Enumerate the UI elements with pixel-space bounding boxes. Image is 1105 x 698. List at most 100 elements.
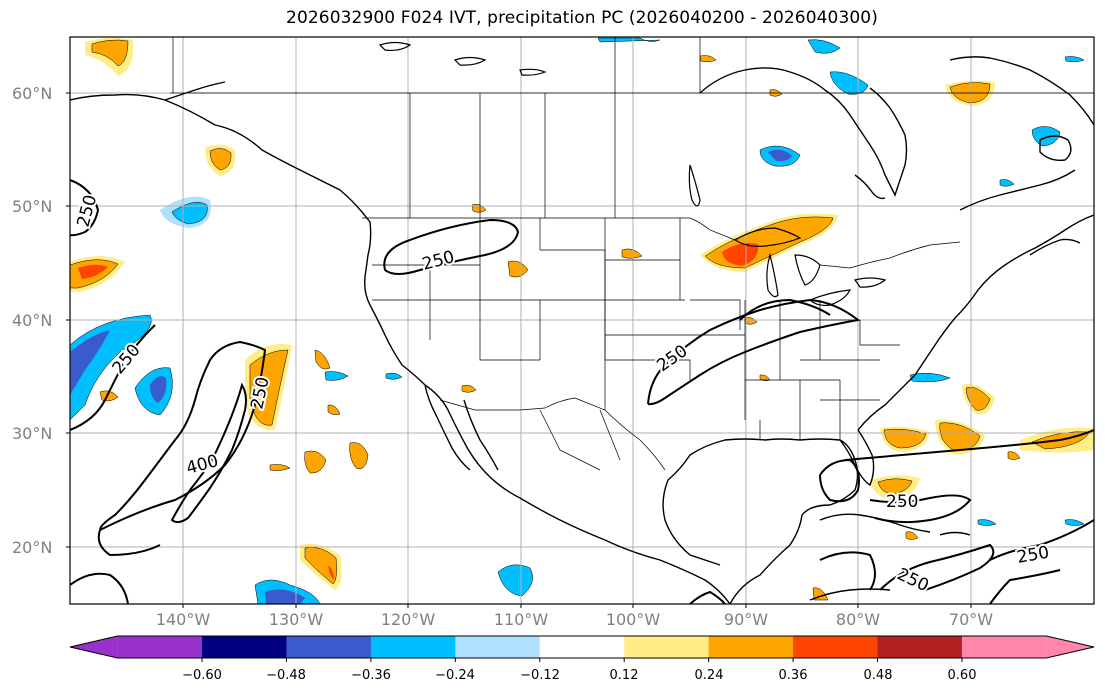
positive-area — [471, 203, 487, 213]
hispaniola — [939, 531, 971, 536]
us-states-east — [780, 300, 900, 440]
us-canada-border — [362, 217, 736, 241]
us-states-plains — [604, 218, 691, 410]
colorbar-segment — [539, 636, 625, 658]
colorbar-tick-label: −0.60 — [182, 668, 222, 683]
axis-ticks — [66, 92, 972, 608]
ivt-contour-250-caribbean — [869, 494, 972, 524]
canada-provinces — [170, 37, 1094, 218]
positive-area — [877, 478, 913, 495]
positive-area — [905, 531, 919, 540]
negative-area — [1064, 56, 1085, 63]
colorbar-segment — [793, 636, 879, 658]
positive-area — [304, 547, 337, 585]
gulf-st-lawrence — [959, 169, 1076, 211]
colorbar-segment — [202, 636, 287, 658]
positive-area — [883, 428, 927, 449]
positive-area — [722, 243, 759, 266]
coastlines — [70, 56, 1094, 604]
positive-area — [328, 565, 334, 580]
ivt-contour-label: 250 — [74, 193, 102, 230]
negative-area — [265, 589, 305, 604]
ivt-contour-label: 250 — [894, 564, 932, 596]
ivt-contour-400 — [170, 382, 247, 524]
negative-area — [999, 179, 1015, 187]
colorbar — [69, 635, 1095, 662]
newfoundland — [1039, 135, 1072, 162]
colorbar-tick-label: 0.12 — [609, 668, 639, 683]
ivt-contour-250-atlantic — [844, 429, 1094, 461]
lake-huron — [794, 254, 821, 286]
colorbar-tick-label: −0.48 — [266, 668, 306, 683]
colorbar-segment — [286, 636, 372, 658]
ivt-contour-250-pacific — [70, 324, 156, 431]
colorbar-extend-max — [1046, 636, 1094, 658]
great-slave-lake — [453, 56, 487, 66]
caribbean-coast — [809, 588, 891, 601]
map-title: 2026032900 F024 IVT, precipitation PC (2… — [286, 8, 878, 28]
positive-area — [78, 264, 108, 279]
lon-label-100w: 100°W — [605, 610, 661, 629]
positive-area — [1007, 451, 1021, 460]
ivt-contour-250-cuba — [819, 551, 876, 591]
colorbar-segment — [877, 636, 963, 658]
baja-california — [424, 384, 471, 471]
positive-area — [939, 422, 981, 452]
colorbar-extend-min — [70, 636, 118, 658]
political-borders — [170, 37, 1094, 471]
ivt-contour-250-caribbean-east — [989, 569, 1061, 604]
negative-area — [597, 37, 661, 43]
lon-label-130w: 130°W — [268, 610, 324, 629]
us-states-midwest — [679, 218, 840, 420]
ivt-contour-250-gulf — [819, 458, 860, 503]
great-bear-lake — [378, 41, 412, 52]
ivt-contour-label: 250 — [420, 247, 457, 275]
colorbar-tick-label: −0.24 — [435, 668, 475, 683]
lake-superior — [733, 227, 802, 247]
gulf-california — [463, 399, 499, 471]
james-bay — [854, 174, 886, 200]
lon-label-110w: 110°W — [493, 610, 549, 629]
gulf-coast — [662, 438, 859, 604]
lake-winnipeg — [688, 164, 701, 207]
ivt-contour-label: 250 — [886, 492, 918, 512]
positive-area — [744, 317, 758, 325]
lat-label-30n: 30°N — [12, 424, 53, 443]
ivt-contour-250-ohio — [739, 298, 831, 321]
lon-label-120w: 120°W — [380, 610, 436, 629]
positive-area — [461, 384, 477, 393]
lon-label-90w: 90°W — [723, 610, 769, 629]
lat-label-40n: 40°N — [12, 311, 53, 330]
ivt-contour-250-west — [70, 179, 100, 237]
positive-area — [91, 39, 129, 67]
lon-label-70w: 70°W — [948, 610, 994, 629]
negative-area — [768, 149, 792, 162]
labrador-coast — [949, 56, 1094, 126]
colorbar-tick-label: 0.24 — [694, 668, 724, 683]
colorbar-outline — [69, 635, 1095, 659]
cuba — [819, 513, 931, 533]
colorbar-tick-label: 0.36 — [778, 668, 808, 683]
graticule — [70, 37, 1094, 604]
lake-athabasca — [519, 68, 547, 76]
negative-area — [324, 371, 349, 381]
us-states-southeast — [759, 380, 880, 440]
negative-area — [829, 71, 869, 95]
negative-area — [497, 564, 533, 597]
positive-area — [699, 55, 717, 63]
negative-area — [150, 376, 167, 403]
ivt-contour-250-central — [647, 298, 861, 406]
positive-area — [314, 349, 331, 370]
ivt-contour-250-mexico — [689, 590, 726, 604]
positive-area — [327, 404, 341, 415]
positive-area — [621, 248, 643, 259]
us-states-west — [372, 218, 606, 361]
positive-area — [965, 386, 991, 411]
ivt-contour-250-south — [879, 543, 995, 591]
negative-area — [977, 519, 997, 526]
lake-erie — [808, 289, 852, 307]
colorbar-segment — [370, 636, 456, 658]
positive-area — [304, 450, 327, 474]
positive-area — [209, 148, 232, 171]
